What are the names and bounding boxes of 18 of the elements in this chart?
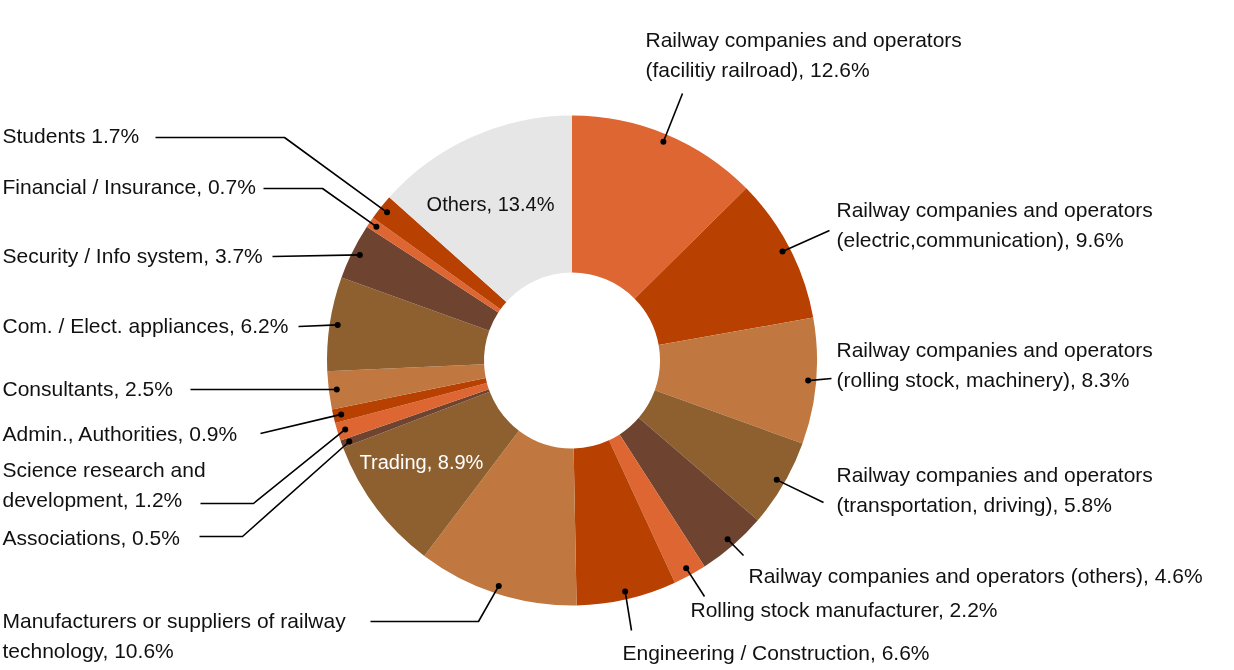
slice-label: Com. / Elect. appliances, 6.2%: [2, 313, 289, 337]
slice-label: Railway companies and operators (rolling stock, machinery), 8.3%: [836, 337, 1153, 392]
slice-label: Financial / Insurance, 0.7%: [2, 174, 256, 198]
slice-label: Railway companies and operators (transportation, driving), 5.8%: [836, 462, 1153, 517]
slice-label: Railway companies and operators (others), 4.6%: [748, 563, 1203, 587]
slice-label: Rolling stock manufacturer, 2.2%: [690, 597, 998, 621]
slice-label: Railway companies and operators (facilitiy railroad), 12.6%: [645, 27, 962, 82]
slice-label: Students 1.7%: [2, 123, 140, 147]
slice-label: Security / Info system, 3.7%: [2, 243, 263, 267]
slice-label: Others, 13.4%: [426, 192, 555, 215]
slice-label: Engineering / Construction, 6.6%: [622, 640, 930, 664]
slice-label: Manufacturers or suppliers of railway technology, 10.6%: [2, 608, 347, 663]
slice-label: Admin., Authorities, 0.9%: [2, 421, 238, 445]
slice-label: Science research and development, 1.2%: [2, 457, 206, 512]
slice-label: Associations, 0.5%: [2, 525, 180, 549]
slice-label: Trading, 8.9%: [359, 450, 484, 473]
slice-label: Consultants, 2.5%: [2, 376, 173, 400]
slice-label: Railway companies and operators (electric,communication), 9.6%: [836, 197, 1153, 252]
